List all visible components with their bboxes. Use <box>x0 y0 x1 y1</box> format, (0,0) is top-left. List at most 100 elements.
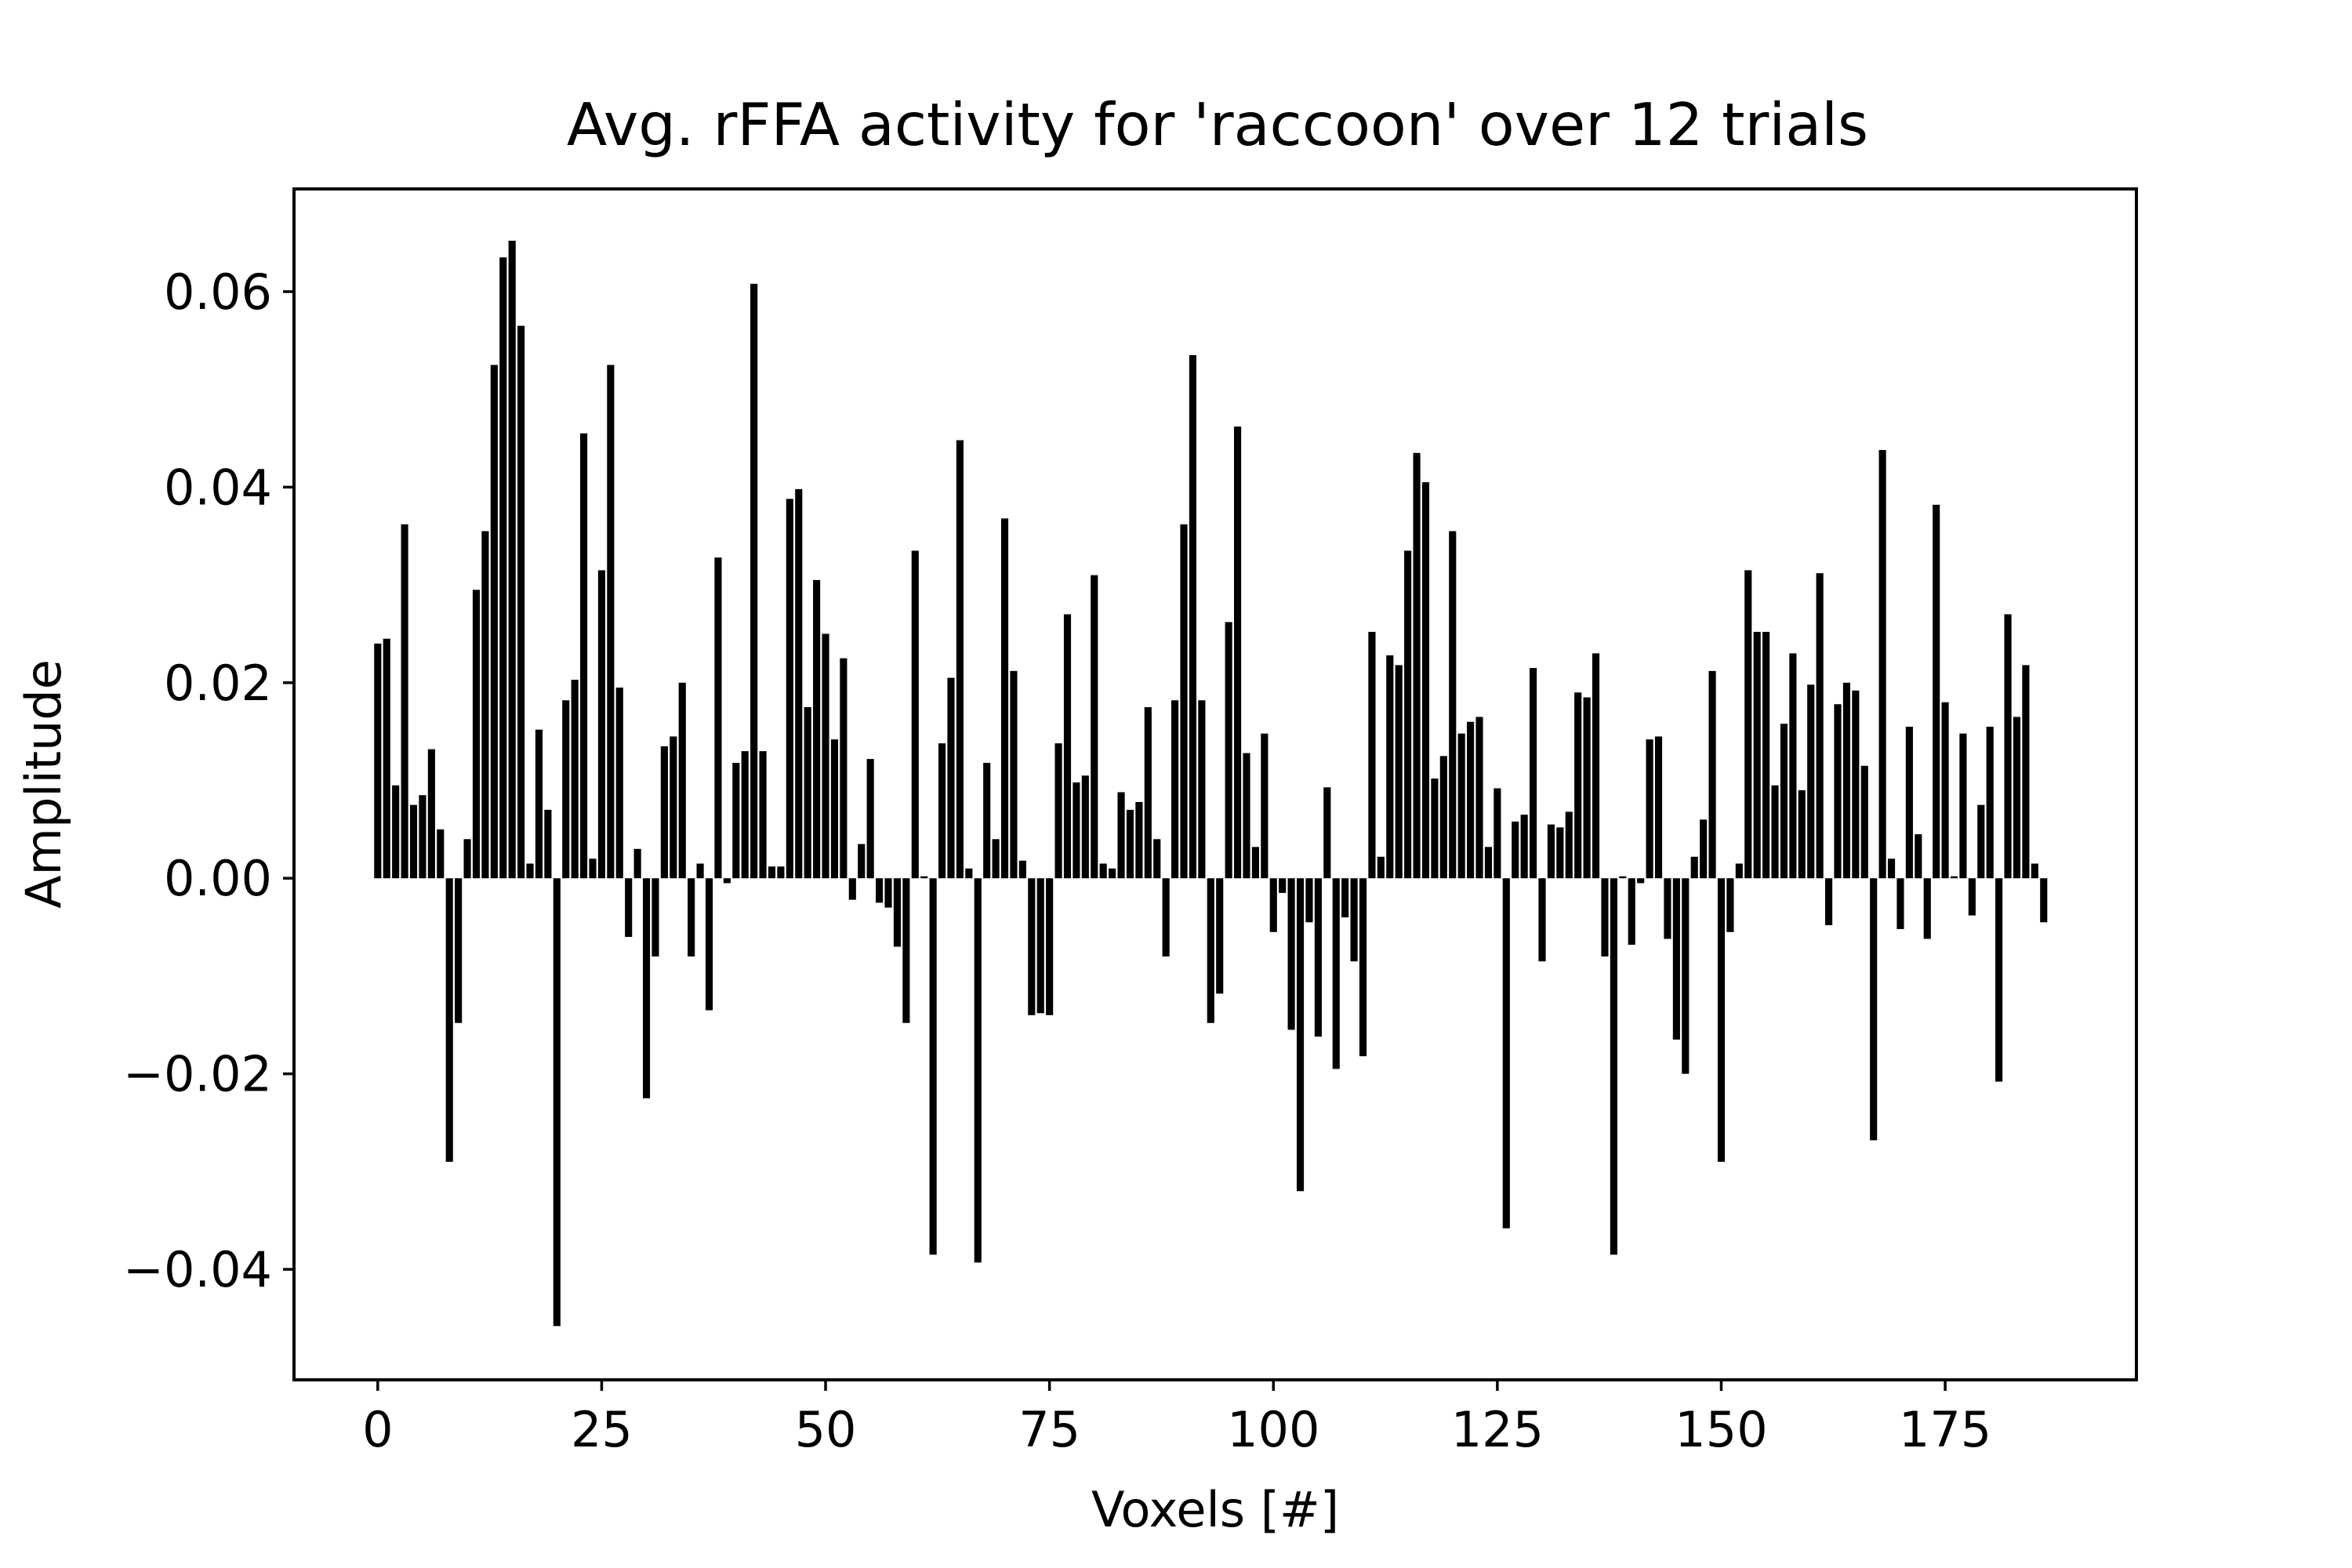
bar-voxel-115 <box>1404 550 1412 879</box>
bar-voxel-16 <box>517 325 525 879</box>
y-tick-label: 0.02 <box>164 655 272 712</box>
bar-voxel-131 <box>1547 824 1555 879</box>
bar-voxel-50 <box>822 633 829 879</box>
bar-voxel-174 <box>1933 504 1940 879</box>
bar-voxel-159 <box>1798 789 1806 879</box>
bar-voxel-60 <box>911 550 919 879</box>
bar-voxel-172 <box>1915 834 1922 879</box>
bar-voxel-31 <box>652 878 659 956</box>
bar-voxel-57 <box>884 878 892 908</box>
x-tick-label: 125 <box>1451 1401 1544 1458</box>
bar-voxel-98 <box>1251 847 1259 879</box>
bar-voxel-7 <box>437 829 445 879</box>
bar-voxel-169 <box>1887 858 1896 879</box>
bar-voxel-49 <box>813 579 821 879</box>
bar-voxel-132 <box>1556 827 1564 879</box>
bar-voxel-39 <box>723 878 731 884</box>
bar-voxel-155 <box>1762 631 1770 879</box>
bar-voxel-17 <box>526 863 534 879</box>
bar-voxel-168 <box>1878 449 1886 879</box>
bar-voxel-135 <box>1583 697 1591 879</box>
bar-voxel-141 <box>1637 878 1645 884</box>
bar-voxel-64 <box>947 677 955 879</box>
bar-voxel-72 <box>1018 860 1026 879</box>
bar-voxel-97 <box>1243 753 1250 879</box>
bar-voxel-15 <box>508 241 516 879</box>
plot-frame <box>292 187 2138 1381</box>
bar-voxel-12 <box>481 531 489 879</box>
bar-voxel-177 <box>1959 733 1967 879</box>
bar-voxel-52 <box>840 658 848 879</box>
bar-voxel-109 <box>1350 878 1358 962</box>
bar-voxel-6 <box>427 749 435 879</box>
bar-voxel-46 <box>786 499 793 879</box>
bar-voxel-71 <box>1010 670 1018 879</box>
bar-voxel-113 <box>1386 655 1394 879</box>
bar-voxel-3 <box>401 524 408 879</box>
bar-voxel-170 <box>1896 878 1904 930</box>
bar-voxel-134 <box>1574 692 1582 879</box>
bar-voxel-68 <box>983 763 991 879</box>
bar-voxel-111 <box>1368 631 1376 879</box>
x-tick-label: 175 <box>1899 1401 1991 1458</box>
y-tick-label: 0.00 <box>164 850 272 907</box>
bar-voxel-183 <box>2013 717 2021 879</box>
bar-voxel-145 <box>1672 878 1680 1040</box>
y-tick-label: −0.04 <box>123 1241 272 1298</box>
bar-voxel-42 <box>750 283 758 879</box>
bar-voxel-122 <box>1467 721 1475 879</box>
bar-voxel-37 <box>705 878 713 1011</box>
bar-voxel-77 <box>1063 614 1072 879</box>
bar-voxel-137 <box>1601 878 1609 956</box>
bar-voxel-75 <box>1046 878 1054 1015</box>
bar-voxel-118 <box>1431 779 1439 879</box>
bar-voxel-143 <box>1654 736 1663 879</box>
bar-voxel-27 <box>615 688 623 879</box>
bar-voxel-58 <box>893 878 902 947</box>
bar-voxel-65 <box>956 440 964 879</box>
bar-voxel-20 <box>553 878 561 1327</box>
bar-voxel-54 <box>858 844 866 879</box>
bar-voxel-127 <box>1512 821 1519 879</box>
bar-voxel-160 <box>1807 684 1815 879</box>
bar-voxel-152 <box>1735 863 1743 879</box>
bar-voxel-14 <box>499 257 507 879</box>
bar-voxel-61 <box>920 876 928 879</box>
bar-voxel-178 <box>1968 878 1976 916</box>
x-axis: 0 25 50 75 100 125 150 175 <box>362 1380 1991 1458</box>
bar-voxel-78 <box>1073 782 1080 879</box>
bar-voxel-55 <box>866 759 874 879</box>
bar-voxel-166 <box>1860 765 1868 879</box>
bar-voxel-167 <box>1870 878 1878 1141</box>
y-tick-label: 0.04 <box>164 459 272 516</box>
bar-voxel-147 <box>1690 856 1698 879</box>
bar-voxel-38 <box>714 557 722 879</box>
bar-voxel-76 <box>1054 743 1062 879</box>
bar-voxel-165 <box>1852 690 1860 879</box>
bar-voxel-153 <box>1744 570 1752 879</box>
bar-voxel-2 <box>392 785 400 879</box>
bar-voxel-114 <box>1395 665 1403 879</box>
bar-voxel-139 <box>1619 876 1627 879</box>
bar-voxel-89 <box>1171 700 1179 879</box>
x-tick-label: 150 <box>1675 1401 1767 1458</box>
bar-voxel-40 <box>732 763 740 879</box>
bar-voxel-41 <box>741 751 749 879</box>
bar-voxel-85 <box>1135 801 1143 879</box>
bar-voxel-158 <box>1789 653 1797 879</box>
bar-voxel-182 <box>2004 614 2012 879</box>
bar-voxel-116 <box>1413 452 1421 879</box>
bar-voxel-79 <box>1081 775 1089 879</box>
bar-voxel-104 <box>1305 878 1313 923</box>
bar-voxel-95 <box>1225 622 1232 879</box>
bar-voxel-180 <box>1986 726 1994 879</box>
bar-voxel-81 <box>1099 863 1107 879</box>
bar-voxel-56 <box>876 878 884 903</box>
bar-voxel-106 <box>1323 787 1331 879</box>
bar-voxel-138 <box>1610 878 1617 1255</box>
bar-voxel-29 <box>633 848 641 879</box>
x-tick-label: 50 <box>795 1401 857 1458</box>
x-tick-label: 0 <box>362 1401 393 1458</box>
bar-voxel-86 <box>1144 706 1152 879</box>
